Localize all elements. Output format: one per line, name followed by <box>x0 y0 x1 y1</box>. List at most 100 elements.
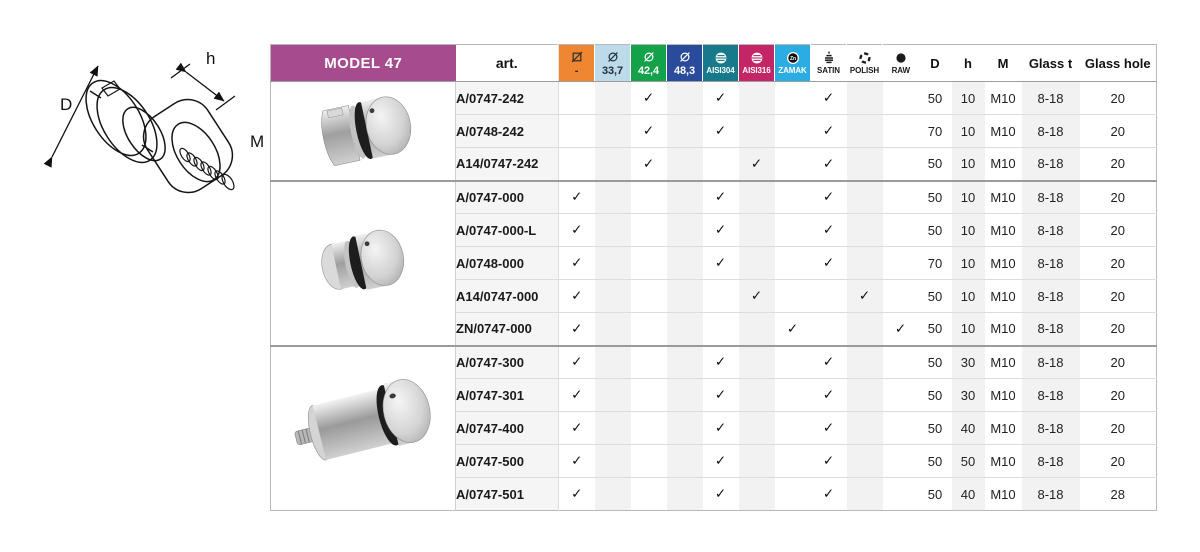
cell-aisi316 <box>738 246 775 280</box>
product-row: A/0747-501 ✓ ✓ ✓ 50 40 M10 8-18 28 <box>271 477 1157 511</box>
check-polish: ✓ <box>846 279 883 313</box>
cell-flat <box>558 147 595 181</box>
product-photo-tube-mount-adapter <box>270 81 456 181</box>
spec-d: 70 <box>918 246 952 280</box>
col-header-content: Zn ZAMAK <box>776 51 811 75</box>
cell-d337 <box>594 279 631 313</box>
svg-text:Zn: Zn <box>789 56 795 62</box>
cell-d483 <box>666 378 703 412</box>
cell-d337 <box>594 411 631 445</box>
cell-raw <box>882 411 919 445</box>
cell-zamak <box>774 213 811 247</box>
cell-polish <box>846 147 883 181</box>
cell-zamak <box>774 147 811 181</box>
product-table: MODEL 47 art. - 33,7 42,4 48,3 AISI304 AISI31… <box>270 44 1157 511</box>
cell-aisi316 <box>738 213 775 247</box>
product-row: A/0747-000-L ✓ ✓ ✓ 50 10 M10 8-18 20 <box>271 213 1157 247</box>
spec-m: M10 <box>984 114 1022 148</box>
cell-polish <box>846 81 883 115</box>
cell-d424 <box>630 378 667 412</box>
cell-aisi316 <box>738 179 775 214</box>
raw-finish-icon <box>894 51 908 65</box>
cell-aisi316 <box>738 411 775 445</box>
spec-h: 10 <box>951 81 985 115</box>
spec-glass-t: 8-18 <box>1021 477 1080 511</box>
diameter-icon <box>606 50 620 64</box>
col-header-content: - <box>560 50 595 77</box>
cell-d483 <box>666 81 703 115</box>
cell-d337 <box>594 179 631 214</box>
cell-zamak <box>774 411 811 445</box>
check-satin: ✓ <box>810 147 847 181</box>
cell-d337 <box>594 213 631 247</box>
cell-raw <box>882 246 919 280</box>
check-flat: ✓ <box>558 213 595 247</box>
cell-zamak <box>774 444 811 478</box>
cell-polish <box>846 179 883 214</box>
col-header-label: AISI304 <box>706 66 735 75</box>
model-title: MODEL 47 <box>270 44 456 82</box>
table-body: A/0747-242 ✓ ✓ ✓ 50 10 M10 8-18 20 A/0748-242 ✓ ✓ ✓ 7… <box>270 81 1157 511</box>
cell-d337 <box>594 312 631 346</box>
cell-zamak <box>774 114 811 148</box>
cell-polish <box>846 312 883 346</box>
col-header-polish: POLISH <box>846 44 883 82</box>
cell-d337 <box>594 81 631 115</box>
check-flat: ✓ <box>558 477 595 511</box>
product-row: A/0748-242 ✓ ✓ ✓ 70 10 M10 8-18 20 <box>271 114 1157 148</box>
header-row: MODEL 47 art. - 33,7 42,4 48,3 AISI304 AISI31… <box>270 44 1157 82</box>
art-number: A/0747-000-L <box>455 213 559 247</box>
spec-glass-hole: 28 <box>1079 477 1157 511</box>
spec-m: M10 <box>984 81 1022 115</box>
col-header-raw: RAW <box>882 44 919 82</box>
spec-glass-t: 8-18 <box>1021 213 1080 247</box>
cell-d424 <box>630 312 667 346</box>
check-flat: ✓ <box>558 312 595 346</box>
cell-raw <box>882 477 919 511</box>
dim-label-M: M <box>250 132 264 151</box>
cell-zamak <box>774 81 811 115</box>
product-row: A/0747-500 ✓ ✓ ✓ 50 50 M10 8-18 20 <box>271 444 1157 478</box>
check-flat: ✓ <box>558 378 595 412</box>
col-header-d337: 33,7 <box>594 44 631 82</box>
spec-d: 70 <box>918 114 952 148</box>
spec-m: M10 <box>984 213 1022 247</box>
check-d424: ✓ <box>630 81 667 115</box>
spec-column-header: Glass t <box>1021 44 1080 82</box>
check-aisi304: ✓ <box>702 114 739 148</box>
cell-d337 <box>594 147 631 181</box>
cell-d483 <box>666 344 703 379</box>
spec-glass-hole: 20 <box>1079 213 1157 247</box>
spec-glass-t: 8-18 <box>1021 246 1080 280</box>
check-aisi304: ✓ <box>702 477 739 511</box>
art-number: A14/0747-000 <box>455 279 559 313</box>
spec-h: 10 <box>951 312 985 346</box>
col-header-content: RAW <box>884 51 919 75</box>
spec-d: 50 <box>918 477 952 511</box>
cell-d424 <box>630 279 667 313</box>
spec-d: 50 <box>918 147 952 181</box>
col-header-content: AISI316 <box>740 51 775 75</box>
cell-polish <box>846 246 883 280</box>
cell-polish <box>846 477 883 511</box>
spec-h: 10 <box>951 246 985 280</box>
cell-d483 <box>666 147 703 181</box>
cell-d337 <box>594 246 631 280</box>
cell-d424 <box>630 179 667 214</box>
spec-glass-hole: 20 <box>1079 147 1157 181</box>
art-number: A/0747-242 <box>455 81 559 115</box>
col-header-aisi304: AISI304 <box>702 44 739 82</box>
spec-glass-t: 8-18 <box>1021 411 1080 445</box>
steel-sphere-icon <box>714 51 728 65</box>
cell-raw <box>882 81 919 115</box>
spec-m: M10 <box>984 411 1022 445</box>
cell-polish <box>846 378 883 412</box>
spec-glass-t: 8-18 <box>1021 344 1080 379</box>
cell-d483 <box>666 411 703 445</box>
check-aisi304: ✓ <box>702 344 739 379</box>
art-number: A/0748-000 <box>455 246 559 280</box>
spec-h: 30 <box>951 378 985 412</box>
product-row: A/0747-242 ✓ ✓ ✓ 50 10 M10 8-18 20 <box>270 81 1157 181</box>
art-number: A/0747-300 <box>455 344 559 379</box>
spec-glass-hole: 20 <box>1079 411 1157 445</box>
